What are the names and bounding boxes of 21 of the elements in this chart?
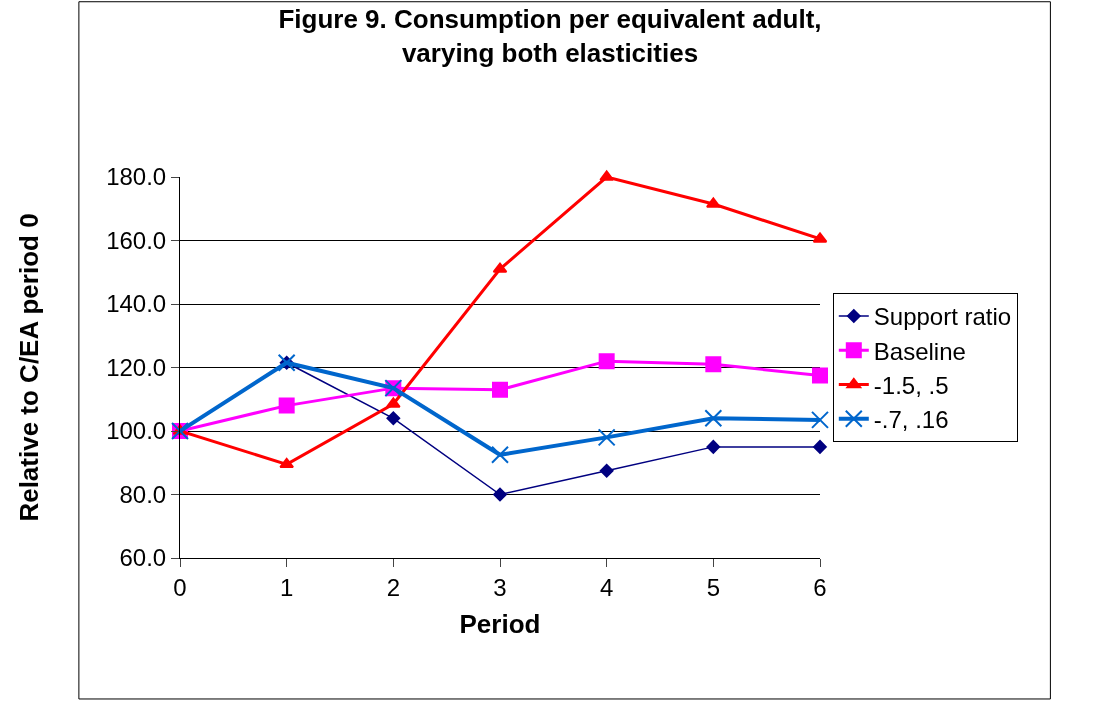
x-tick-label: 5 (706, 573, 721, 601)
x-tick-label: 2 (386, 573, 401, 601)
y-tick-label: 80.0 (119, 480, 167, 508)
x-axis-title: Period (459, 609, 541, 640)
x-tick-label: 3 (493, 573, 507, 601)
y-axis-title: Relative to C/EA period 0 (13, 213, 44, 522)
chart-title: Figure 9. Consumption per equivalent adult, varying both elasticities (278, 4, 822, 68)
legend-label: -1.5, .5 (873, 371, 949, 399)
x-tick-label: 6 (813, 573, 827, 601)
y-tick-label: 180.0 (106, 163, 167, 191)
y-tick-label: 140.0 (106, 290, 167, 318)
y-tick-label: 120.0 (106, 353, 167, 381)
x-tick-label: 0 (173, 573, 187, 601)
x-tick-label: 1 (279, 573, 294, 601)
y-tick-label: 100.0 (106, 417, 167, 445)
y-tick-label: 160.0 (106, 226, 167, 254)
y-tick-label: 60.0 (119, 544, 167, 572)
legend-label: Baseline (873, 337, 966, 365)
legend-label: Support ratio (873, 303, 1012, 331)
x-tick-label: 4 (599, 573, 614, 601)
legend-label: -.7, .16 (873, 406, 949, 434)
